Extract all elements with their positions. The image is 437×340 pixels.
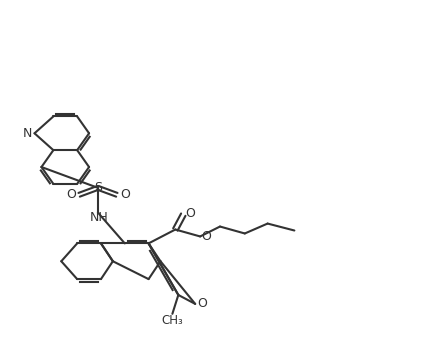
Text: O: O (66, 188, 76, 201)
Text: O: O (197, 298, 207, 310)
Text: CH₃: CH₃ (162, 314, 183, 327)
Text: NH: NH (90, 211, 108, 224)
Text: N: N (23, 127, 32, 140)
Text: O: O (201, 230, 211, 243)
Text: O: O (185, 207, 195, 220)
Text: O: O (120, 188, 130, 201)
Text: S: S (94, 181, 102, 194)
